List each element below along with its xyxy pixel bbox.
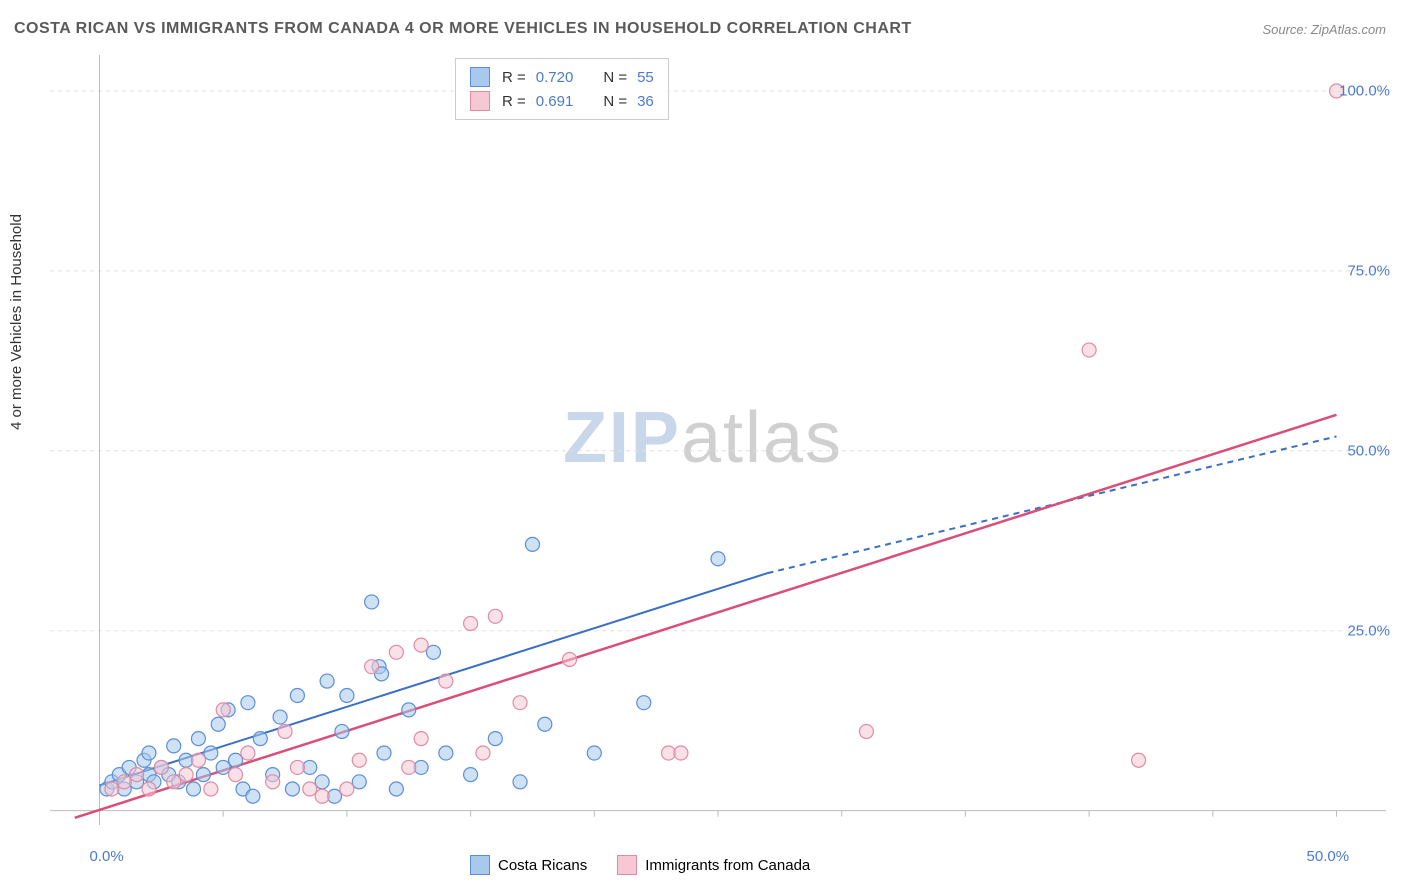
legend-swatch [470,91,490,111]
legend-swatch [470,67,490,87]
legend-swatch [470,855,490,875]
y-axis-label: 4 or more Vehicles in Household [8,214,25,430]
legend-label: Costa Ricans [498,857,587,874]
legend-item: Immigrants from Canada [617,855,810,875]
y-tick-label: 75.0% [1347,262,1390,279]
legend-label: Immigrants from Canada [645,857,810,874]
series-legend: Costa Ricans Immigrants from Canada [470,855,810,875]
chart-title: COSTA RICAN VS IMMIGRANTS FROM CANADA 4 … [14,20,912,38]
legend-stat-row: R =0.720 N =55 [470,65,654,89]
y-tick-label: 25.0% [1347,622,1390,639]
scatter-chart [50,55,1386,825]
legend-item: Costa Ricans [470,855,587,875]
x-tick-label: 50.0% [1307,848,1350,865]
legend-stat-row: R =0.691 N =36 [470,89,654,113]
y-tick-label: 50.0% [1347,442,1390,459]
x-tick-label: 0.0% [89,848,123,865]
correlation-legend: R =0.720 N =55 R =0.691 N =36 [455,58,669,120]
source-attribution: Source: ZipAtlas.com [1262,22,1386,37]
legend-swatch [617,855,637,875]
y-tick-label: 100.0% [1339,82,1390,99]
